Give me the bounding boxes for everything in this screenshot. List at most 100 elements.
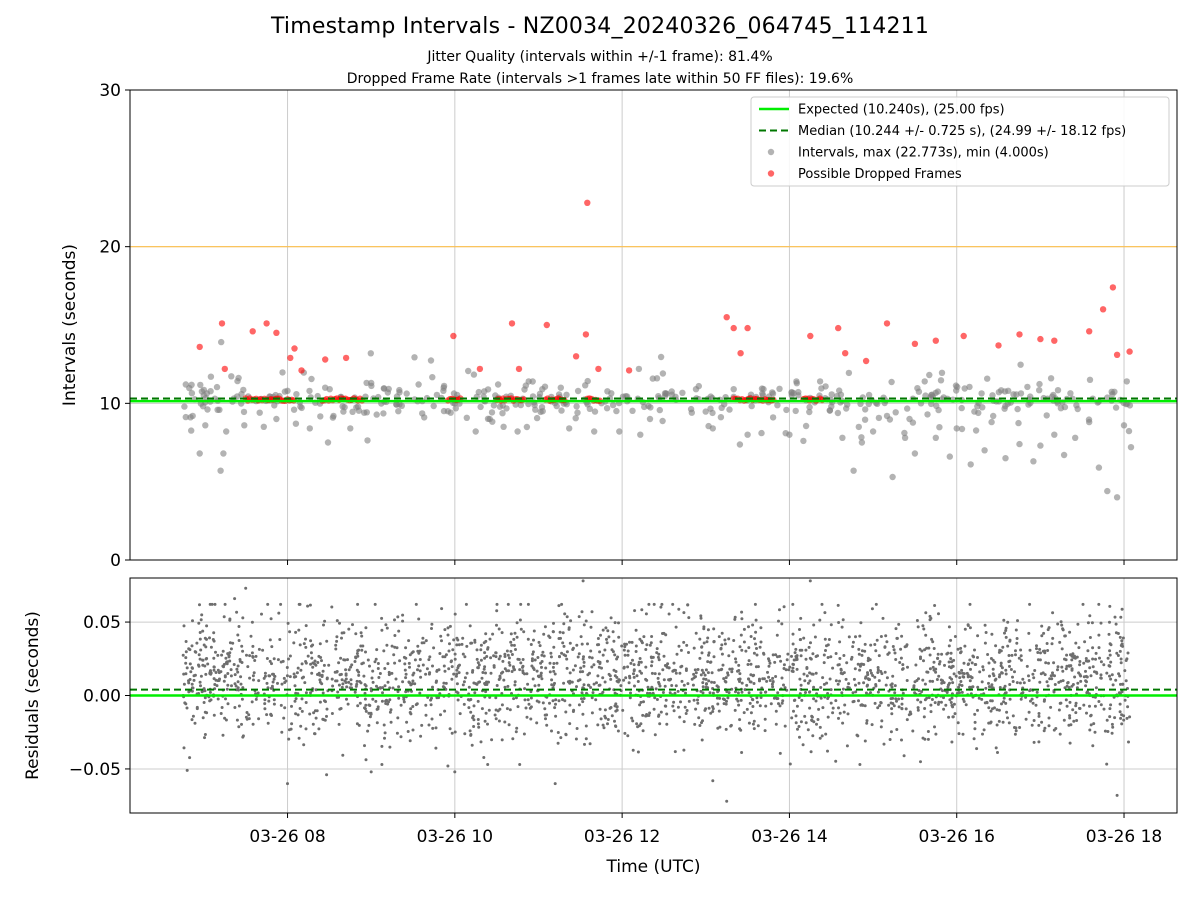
residual-point	[1117, 672, 1121, 676]
interval-point	[845, 369, 853, 377]
residual-point	[1006, 716, 1009, 720]
residual-point	[412, 671, 416, 675]
residual-point	[707, 679, 711, 683]
residual-point	[780, 676, 784, 680]
residual-point	[616, 729, 620, 733]
residual-point	[358, 701, 362, 705]
residual-point	[1044, 661, 1048, 665]
interval-point	[1120, 422, 1128, 429]
residual-point	[947, 625, 951, 629]
residual-point	[347, 627, 351, 631]
residual-point	[969, 667, 972, 671]
residual-point	[623, 642, 627, 646]
residual-point	[1075, 655, 1079, 659]
residual-point	[901, 691, 905, 695]
residual-point	[923, 707, 927, 710]
residual-point	[237, 704, 241, 708]
residual-point	[707, 651, 711, 655]
residual-point	[897, 622, 901, 626]
residual-point	[892, 648, 896, 652]
residual-point	[650, 671, 654, 675]
interval-point	[844, 401, 851, 408]
residual-point	[575, 727, 579, 730]
residual-point	[946, 685, 950, 689]
top-y-tick-label: 20	[99, 238, 121, 258]
residual-point	[711, 691, 715, 695]
residual-point	[740, 690, 744, 694]
residual-point	[638, 657, 642, 660]
residual-point	[650, 685, 654, 689]
residual-point	[233, 597, 237, 601]
dropped-frame-point	[1037, 335, 1044, 343]
residual-point	[451, 648, 455, 652]
residual-point	[1007, 654, 1011, 657]
residual-point	[875, 638, 879, 642]
interval-point	[188, 390, 196, 397]
residual-point	[355, 652, 359, 655]
residual-point	[515, 621, 519, 625]
residual-point	[720, 652, 724, 656]
residual-point	[1003, 684, 1007, 688]
residual-point	[901, 667, 904, 671]
residual-point	[494, 696, 498, 700]
residual-point	[512, 697, 516, 701]
residual-point	[701, 691, 705, 695]
residual-point	[1014, 653, 1017, 657]
residual-point	[1082, 661, 1086, 665]
residual-point	[829, 655, 833, 659]
residual-point	[936, 657, 940, 660]
residual-point	[749, 635, 753, 638]
residual-point	[237, 639, 241, 642]
residual-point	[1027, 710, 1031, 714]
residual-point	[535, 721, 539, 725]
residual-point	[269, 617, 273, 621]
residual-point	[874, 649, 878, 653]
residual-point	[687, 616, 691, 620]
residual-point	[638, 703, 642, 707]
residual-point	[623, 645, 627, 649]
residual-point	[674, 684, 678, 688]
residual-point	[951, 681, 955, 685]
interval-point	[774, 402, 781, 409]
residual-point	[700, 651, 704, 655]
residual-point	[376, 707, 380, 711]
residual-point	[521, 669, 525, 673]
interval-point	[196, 450, 203, 457]
residual-point	[396, 690, 400, 694]
residual-point	[1106, 730, 1110, 733]
residual-point	[886, 652, 890, 656]
residual-point	[1036, 651, 1040, 654]
residual-point	[894, 697, 898, 701]
residual-point	[698, 724, 702, 727]
residual-point	[609, 706, 613, 709]
residual-point	[1061, 669, 1065, 673]
residual-point	[1008, 664, 1011, 668]
residual-point	[983, 623, 987, 627]
residual-point	[311, 643, 315, 647]
interval-point	[800, 437, 807, 445]
residual-point	[841, 721, 845, 725]
residual-point	[879, 725, 883, 729]
interval-point	[539, 408, 546, 415]
residual-point	[444, 653, 448, 657]
residual-point	[962, 661, 966, 665]
residual-point	[658, 722, 662, 726]
residual-point	[1028, 602, 1032, 606]
residual-point	[915, 679, 919, 682]
legend: Expected (10.240s), (25.00 fps)Median (1…	[750, 96, 1170, 187]
residual-point	[857, 647, 861, 651]
residual-point	[581, 579, 585, 583]
residual-point	[241, 686, 245, 690]
interval-point	[637, 431, 644, 438]
interval-point	[953, 425, 960, 432]
interval-point	[591, 408, 599, 415]
residual-point	[631, 748, 635, 752]
residual-point	[386, 680, 390, 684]
dropped-frame-point	[911, 340, 919, 347]
residual-point	[632, 668, 636, 672]
residual-point	[762, 651, 765, 655]
residual-point	[541, 650, 545, 654]
residual-point	[1015, 641, 1019, 645]
residual-point	[834, 679, 838, 683]
residual-point	[515, 635, 519, 639]
